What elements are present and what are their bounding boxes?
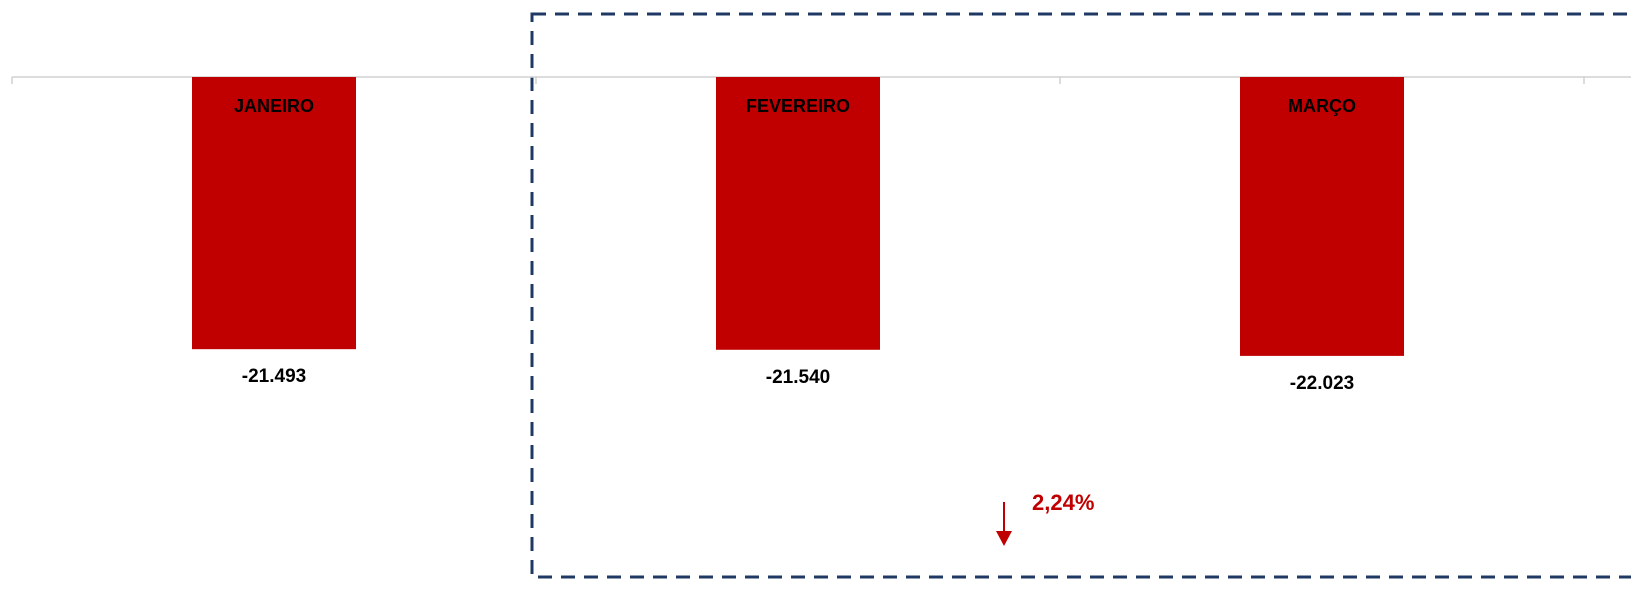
bar (192, 77, 356, 350)
category-label: FEVEREIRO (746, 96, 850, 116)
bar (1240, 77, 1404, 356)
bar (716, 77, 880, 350)
arrow-head (996, 531, 1012, 546)
category-label: JANEIRO (234, 96, 314, 116)
annotation: 2,24% (1032, 490, 1094, 515)
value-label: -21.493 (242, 366, 306, 387)
value-label: -22.023 (1290, 373, 1354, 394)
value-label: -21.540 (766, 367, 830, 388)
category-label: MARÇO (1288, 96, 1356, 116)
highlight-box (530, 12, 1631, 579)
